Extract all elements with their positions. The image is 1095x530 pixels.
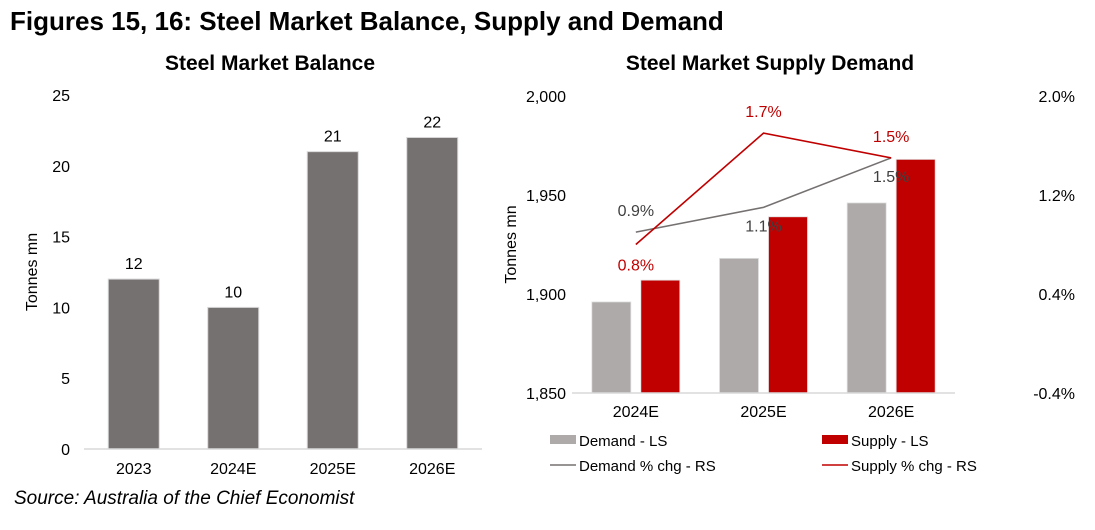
- y-axis-label: Tonnes mn: [24, 233, 41, 311]
- y2-tick-label: -0.4%: [1033, 386, 1075, 403]
- bar-demand-2024E: [591, 301, 632, 394]
- x-tick-label: 2024E: [210, 461, 256, 478]
- x-tick-label: 2023: [116, 461, 152, 478]
- y2-tick-label: 0.4%: [1039, 287, 1075, 304]
- y-tick-label: 2,000: [526, 89, 566, 106]
- supply-change-line: [635, 132, 892, 246]
- y-tick-label: 1,950: [526, 188, 566, 205]
- y-axis-label: Tonnes mn: [503, 205, 520, 283]
- y-tick-label: 1,900: [526, 287, 566, 304]
- data-label: 12: [125, 256, 143, 273]
- bar-2024E: [207, 306, 260, 450]
- x-tick-label: 2024E: [613, 404, 659, 421]
- x-tick-label: 2025E: [310, 461, 356, 478]
- bar-2025E: [306, 151, 359, 450]
- balance-chart: 0 5 10 15 20 25 Tonnes mn 12 2023 10 2024E 21 2025E 2…: [24, 88, 482, 478]
- y-tick-label: 25: [52, 88, 70, 105]
- y-tick-label: 1,850: [526, 386, 566, 403]
- data-label: 10: [224, 284, 242, 301]
- x-tick-label: 2025E: [740, 404, 786, 421]
- bar-demand-2026E: [846, 202, 887, 394]
- bar-2026E: [406, 136, 459, 450]
- legend-label: Supply - LS: [851, 433, 929, 450]
- bar-demand-2025E: [719, 257, 759, 394]
- y-tick-label: 10: [52, 300, 70, 317]
- data-label: 22: [423, 114, 441, 131]
- bar-supply-2025E: [768, 216, 808, 394]
- bar-2023: [107, 278, 160, 450]
- supply-demand-chart: 1,850 1,900 1,950 2,000 -0.4% 0.4% 1.2% 2.0% Ton…: [503, 89, 1075, 475]
- y2-tick-label: 1.2%: [1039, 188, 1075, 205]
- bar-supply-2026E: [895, 158, 936, 394]
- line-data-label: 1.1%: [745, 218, 781, 235]
- line-data-label: 0.8%: [618, 258, 654, 275]
- legend-label: Demand % chg - RS: [579, 458, 716, 475]
- y-tick-label: 15: [52, 230, 70, 247]
- chart1-title: Steel Market Balance: [164, 52, 376, 75]
- y2-tick-label: 2.0%: [1039, 89, 1075, 106]
- bar-supply-2024E: [640, 279, 681, 394]
- line-data-label: 0.9%: [618, 203, 654, 220]
- demand-change-line: [635, 157, 892, 233]
- legend-swatch: [550, 435, 576, 444]
- line-data-label: 1.5%: [873, 129, 909, 146]
- figure-title: Figures 15, 16: Steel Market Balance, Su…: [10, 6, 724, 36]
- legend-label: Supply % chg - RS: [851, 458, 977, 475]
- x-tick-label: 2026E: [868, 404, 914, 421]
- line-data-label: 1.7%: [745, 104, 781, 121]
- line-data-label: 1.5%: [873, 169, 909, 186]
- y-tick-label: 0: [61, 442, 70, 459]
- source-note: Source: Australia of the Chief Economist: [14, 488, 355, 509]
- legend-label: Demand - LS: [579, 433, 667, 450]
- x-tick-label: 2026E: [409, 461, 455, 478]
- y-tick-label: 5: [61, 371, 70, 388]
- legend-swatch: [822, 435, 848, 444]
- y-tick-label: 20: [52, 159, 70, 176]
- chart2-title: Steel Market Supply Demand: [625, 52, 915, 75]
- data-label: 21: [324, 129, 342, 146]
